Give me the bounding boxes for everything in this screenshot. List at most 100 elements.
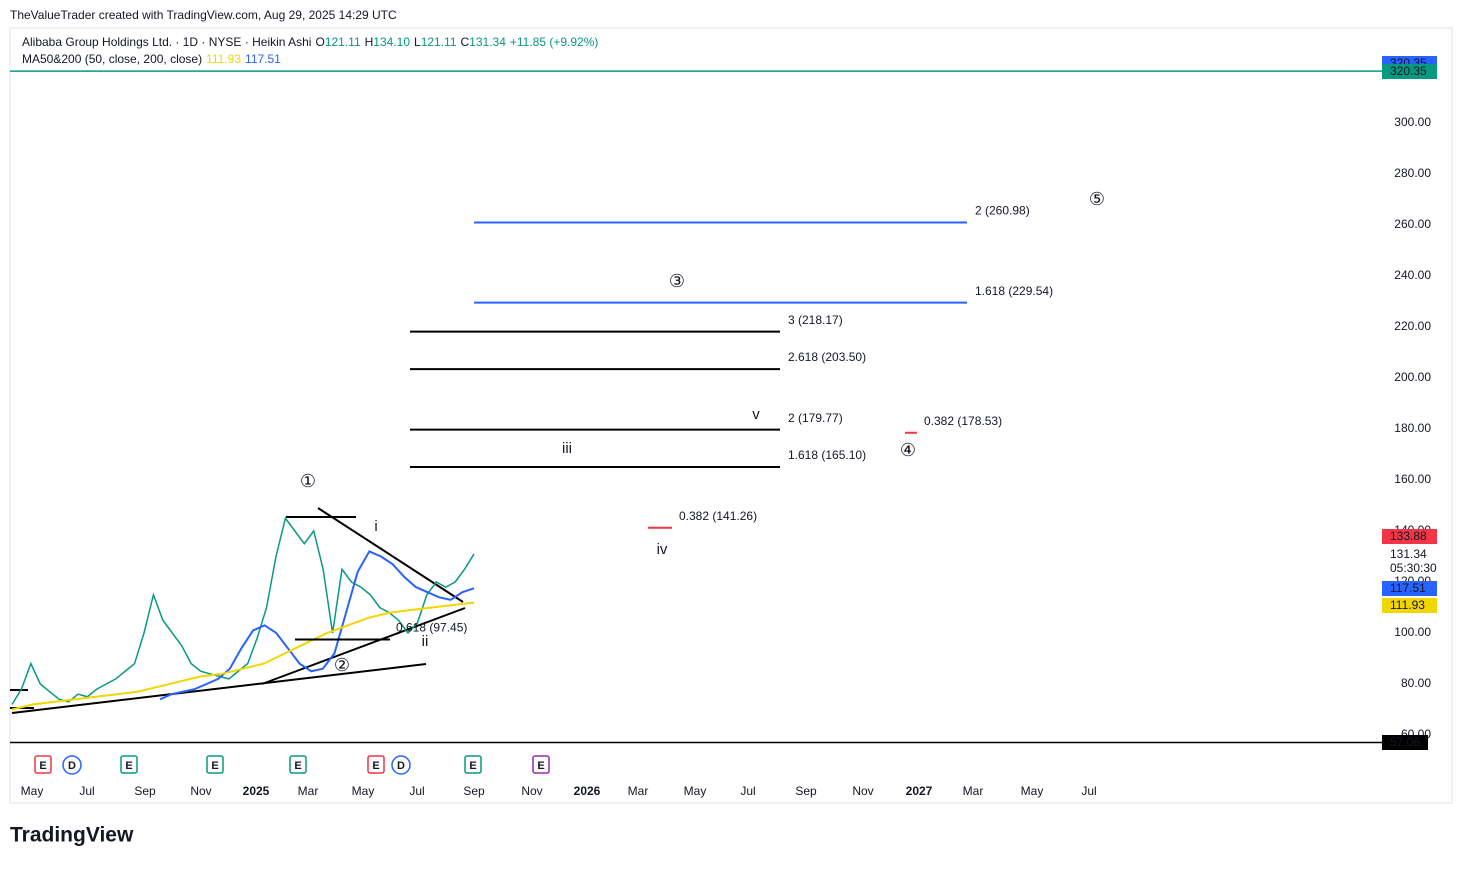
x-tick-label: Jul: [79, 784, 94, 798]
wave-label: ③: [669, 271, 685, 291]
series-line: [11, 601, 475, 711]
x-tick-label: Jul: [409, 784, 424, 798]
wave-label: ②: [334, 655, 350, 675]
event-icon: [206, 755, 224, 774]
event-icon: [120, 755, 138, 774]
ohlc-value: 134.10: [373, 35, 410, 49]
event-label: D: [397, 760, 405, 772]
symbol: Alibaba Group Holdings Ltd. · 1D · NYSE …: [22, 35, 311, 49]
y-tick-label: 100.00: [1394, 625, 1431, 639]
ohlc-key: H: [365, 35, 374, 49]
x-tick-label: Nov: [521, 784, 542, 798]
event-icon: [62, 755, 82, 775]
price-badge-label: 117.51: [1390, 581, 1426, 595]
series-line: [11, 516, 475, 705]
wave-label: ①: [300, 471, 316, 491]
event-label: E: [469, 760, 476, 772]
x-tick-label: Nov: [190, 784, 211, 798]
symbol-legend: Alibaba Group Holdings Ltd. · 1D · NYSE …: [22, 35, 598, 49]
fib-label: 0.382 (141.26): [679, 509, 757, 523]
fib-label: 0.382 (178.53): [924, 414, 1002, 428]
ohlc-key: L: [414, 35, 421, 49]
x-tick-label: Mar: [628, 784, 649, 798]
event-label: E: [125, 760, 132, 772]
y-tick-label: 80.00: [1401, 676, 1431, 690]
ohlc-value: 131.34: [469, 35, 506, 49]
credit: TheValueTrader created with TradingView.…: [10, 8, 397, 22]
x-tick-label: Nov: [852, 784, 873, 798]
series-line: [159, 550, 475, 701]
trend-lines: [10, 507, 466, 714]
y-tick-label: 220.00: [1394, 319, 1431, 333]
x-tick-label: 2025: [243, 784, 270, 798]
indicator-legend: MA50&200 (50, close, 200, close) 111.93 11…: [22, 52, 281, 66]
price-badge-label: 111.93: [1390, 598, 1425, 612]
y-tick-label: 200.00: [1394, 370, 1431, 384]
event-icon: [464, 755, 482, 774]
event-label: E: [39, 760, 46, 772]
y-tick-label: 300.00: [1394, 115, 1431, 129]
price-badge: [1382, 529, 1437, 544]
wave-label: ii: [422, 633, 429, 650]
indicator: MA50&200 (50, close, 200, close): [22, 52, 202, 66]
logo: TradingView: [10, 824, 134, 847]
price-badge: [1382, 598, 1437, 613]
event-icon: [391, 755, 411, 775]
wave-label: ④: [900, 440, 916, 460]
frame: [9, 27, 1453, 804]
event-icon: [34, 755, 52, 774]
price-badge: [1382, 735, 1428, 750]
ohlc-value: 121.11: [325, 35, 361, 49]
price-badge-label: 57.06: [1390, 735, 1420, 749]
event-label: E: [372, 760, 379, 772]
price-badge: [1382, 581, 1437, 596]
x-tick-label: 2027: [906, 784, 933, 798]
event-label: E: [537, 760, 544, 772]
wave-label: ⑤: [1089, 189, 1105, 209]
x-tick-label: Sep: [463, 784, 485, 798]
event-label: E: [211, 760, 218, 772]
x-tick-label: Sep: [795, 784, 817, 798]
fib-label: 0.618 (97.45): [396, 621, 467, 635]
event-label: E: [294, 760, 301, 772]
event-label: D: [68, 760, 76, 772]
event-icon: [532, 755, 550, 774]
change: +11.85 (+9.92%): [510, 35, 599, 49]
x-tick-label: Jul: [740, 784, 755, 798]
event-icon: [367, 755, 385, 774]
wave-label: v: [752, 406, 760, 423]
ohlc-key: C: [461, 35, 470, 49]
y-tick-label: 240.00: [1394, 268, 1431, 282]
fib-label: 2 (179.77): [788, 411, 843, 425]
wave-label: iv: [657, 541, 668, 558]
x-tick-label: May: [21, 784, 44, 798]
y-tick-label: 260.00: [1394, 217, 1431, 231]
indicator-value: 111.93: [206, 52, 241, 66]
price-badge-label: 05:30:30: [1390, 561, 1437, 575]
x-tick-label: Jul: [1081, 784, 1096, 798]
wave-label: iii: [562, 440, 572, 457]
price-badge-label: 131.34: [1390, 547, 1427, 561]
x-tick-label: May: [684, 784, 707, 798]
fib-label: 2 (260.98): [975, 204, 1030, 218]
x-tick-label: Mar: [298, 784, 319, 798]
price-badge-label: 133.88: [1390, 529, 1427, 543]
x-tick-label: 2026: [574, 784, 601, 798]
x-tick-label: May: [352, 784, 375, 798]
y-tick-label: 280.00: [1394, 166, 1431, 180]
wave-label: i: [374, 518, 377, 535]
price-badge-label: 320.35: [1390, 64, 1427, 78]
price-badge: [1382, 64, 1437, 79]
fib-label: 1.618 (165.10): [788, 448, 866, 462]
indicator-value: 117.51: [245, 52, 281, 66]
event-icon: [289, 755, 307, 774]
y-tick-label: 180.00: [1394, 421, 1431, 435]
fib-label: 1.618 (229.54): [975, 284, 1053, 298]
ohlc-value: 121.11: [421, 35, 457, 49]
fib-label: 3 (218.17): [788, 313, 843, 327]
ohlc-key: O: [315, 35, 324, 49]
x-tick-label: Mar: [963, 784, 984, 798]
x-tick-label: Sep: [134, 784, 156, 798]
